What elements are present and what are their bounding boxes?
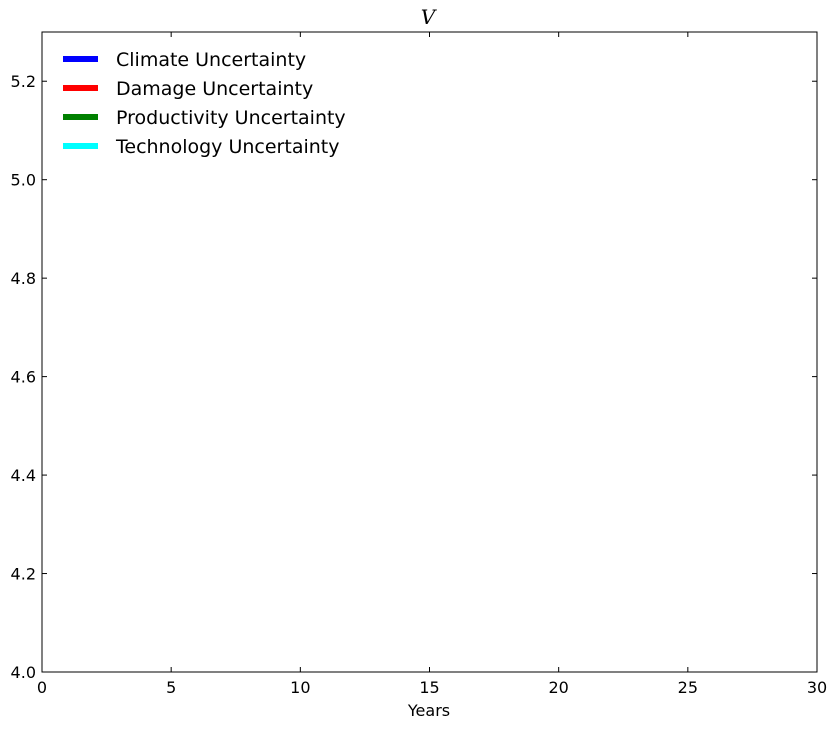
plot-area-frame xyxy=(41,31,818,673)
y-tick-label: 4.4 xyxy=(11,466,36,485)
legend-entry: Damage Uncertainty xyxy=(63,78,313,100)
x-tick-label: 0 xyxy=(37,678,47,697)
x-tick-labels: 0 5 10 15 20 25 30 xyxy=(37,678,827,697)
legend-entry: Climate Uncertainty xyxy=(63,49,306,71)
y-tick-label: 5.2 xyxy=(11,72,36,91)
x-axis-label: Years xyxy=(407,701,450,720)
y-tick-label: 5.0 xyxy=(11,171,36,190)
y-tick-label: 4.0 xyxy=(11,663,36,682)
x-tick-label: 5 xyxy=(166,678,176,697)
legend-label: Productivity Uncertainty xyxy=(116,107,346,129)
x-tick-label: 20 xyxy=(548,678,568,697)
legend-entry: Productivity Uncertainty xyxy=(63,107,346,129)
legend-label: Damage Uncertainty xyxy=(116,78,313,100)
legend-entry: Technology Uncertainty xyxy=(63,136,339,158)
x-tick-label: 10 xyxy=(290,678,310,697)
y-tick-label: 4.6 xyxy=(11,368,36,387)
chart-title: V xyxy=(421,5,438,29)
y-tick-label: 4.8 xyxy=(11,269,36,288)
x-tick-label: 15 xyxy=(419,678,439,697)
x-tick-label: 25 xyxy=(678,678,698,697)
x-tick-label: 30 xyxy=(807,678,827,697)
y-tick-label: 4.2 xyxy=(11,565,36,584)
legend-label: Technology Uncertainty xyxy=(115,136,339,158)
legend: Climate Uncertainty Damage Uncertainty Pro… xyxy=(63,49,346,158)
legend-label: Climate Uncertainty xyxy=(116,49,306,71)
y-tick-labels: 4.0 4.2 4.4 4.6 4.8 5.0 5.2 xyxy=(11,72,36,682)
